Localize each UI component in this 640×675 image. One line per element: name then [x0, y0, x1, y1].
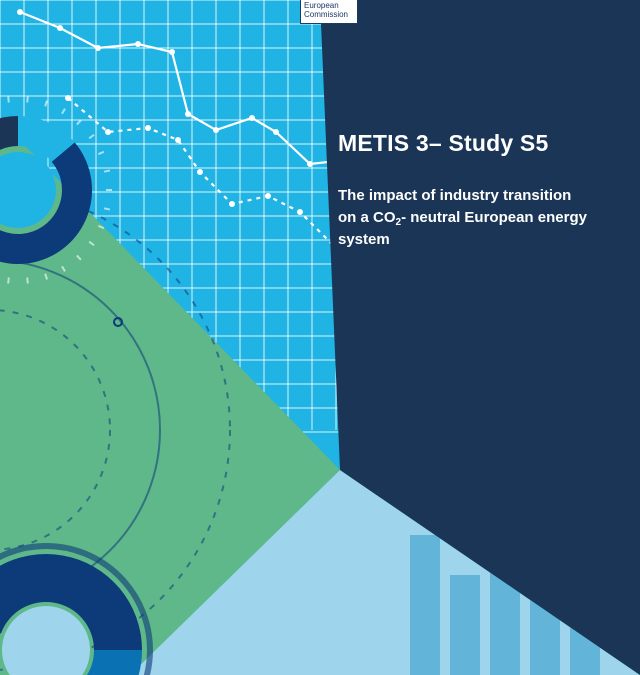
european-commission-label: European Commission [300, 0, 358, 24]
report-subtitle: The impact of industry transition on a C… [338, 185, 588, 250]
title-block: METIS 3– Study S5 The impact of industry… [338, 130, 588, 250]
donut-bottom [0, 0, 640, 675]
cover-canvas: European Commission METIS 3– Study S5 Th… [0, 0, 640, 675]
report-title: METIS 3– Study S5 [338, 130, 588, 157]
ec-line2: Commission [304, 11, 354, 20]
